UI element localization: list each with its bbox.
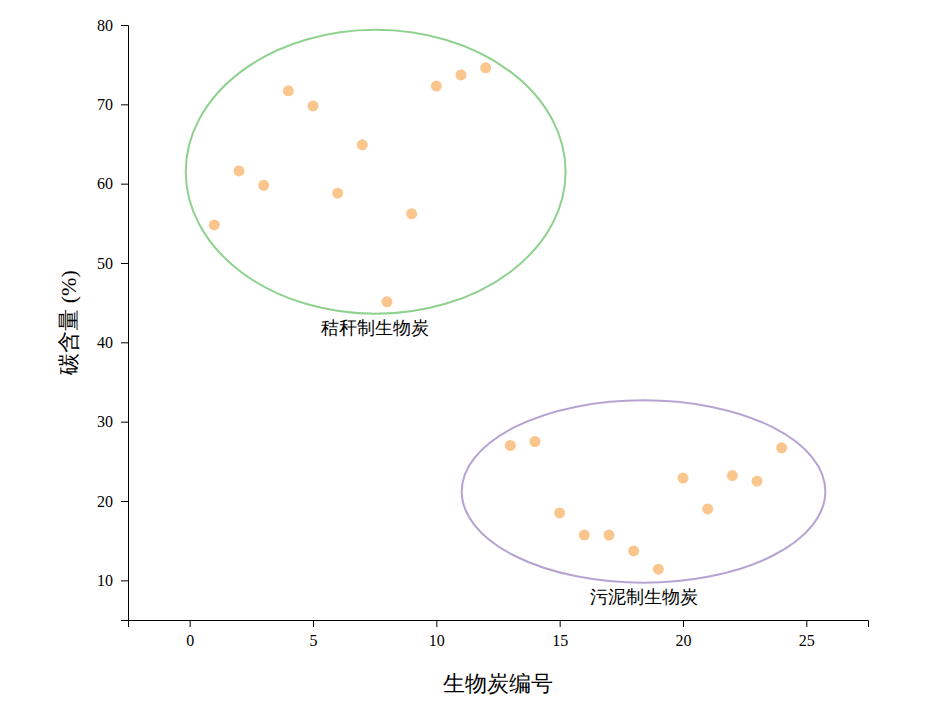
x-tick-label: 15 [552, 632, 568, 649]
y-tick: 50 [97, 255, 128, 272]
x-tick-label: 0 [186, 632, 194, 649]
y-axis-line [121, 26, 129, 621]
point [406, 208, 417, 219]
y-tick-mark [121, 342, 128, 343]
point [702, 503, 713, 514]
annotation-label: 污泥制生物炭 [590, 587, 698, 607]
y-tick-mark [121, 104, 128, 105]
y-tick-label: 60 [97, 175, 113, 192]
x-tick-mark [436, 620, 437, 627]
y-tick: 30 [97, 413, 128, 430]
y-axis: 10 20 30 40 50 60 70 80 [97, 17, 129, 621]
y-tick-label: 20 [97, 493, 113, 510]
group-ellipse [186, 30, 566, 314]
y-tick: 60 [97, 175, 128, 192]
point [505, 440, 516, 451]
point [357, 139, 368, 150]
points [209, 62, 787, 574]
point [554, 507, 565, 518]
y-tick: 20 [97, 493, 128, 510]
y-tick-label: 70 [97, 96, 113, 113]
point [382, 296, 393, 307]
y-tick-mark [121, 422, 128, 423]
point [727, 470, 738, 481]
annotations [186, 30, 826, 583]
x-tick: 25 [799, 620, 815, 649]
x-tick-label: 25 [799, 632, 815, 649]
point [579, 530, 590, 541]
y-tick-mark [121, 25, 128, 26]
point [752, 476, 763, 487]
point [258, 180, 269, 191]
x-tick-label: 20 [676, 632, 692, 649]
y-tick-mark [121, 501, 128, 502]
point [480, 62, 491, 73]
plot: 0 5 10 15 20 25 10 20 30 40 50 60 70 80 秸秆制生物炭污泥制生物炭 [97, 17, 869, 650]
y-tick-label: 40 [97, 334, 113, 351]
x-tick-mark [313, 620, 314, 627]
point [678, 472, 689, 483]
y-tick: 10 [97, 572, 128, 589]
x-tick-label: 10 [429, 632, 445, 649]
x-tick-mark [683, 620, 684, 627]
y-tick-label: 10 [97, 572, 113, 589]
y-tick-label: 80 [97, 17, 113, 34]
y-tick: 80 [97, 17, 128, 34]
point [209, 219, 220, 230]
x-tick: 15 [552, 620, 568, 649]
x-axis: 0 5 10 15 20 25 [129, 620, 869, 649]
point [308, 100, 319, 111]
x-tick-mark [806, 620, 807, 627]
y-tick-mark [121, 580, 128, 581]
point [653, 564, 664, 575]
point [234, 165, 245, 176]
x-tick: 20 [676, 620, 692, 649]
annotation-label: 秸秆制生物炭 [321, 318, 429, 338]
point [628, 545, 639, 556]
x-tick: 0 [186, 620, 194, 649]
group-ellipse [462, 400, 826, 582]
y-tick-label: 30 [97, 413, 113, 430]
x-tick-label: 5 [310, 632, 318, 649]
y-tick-mark [121, 263, 128, 264]
x-tick: 10 [429, 620, 445, 649]
chart: 0 5 10 15 20 25 10 20 30 40 50 60 70 80 秸秆制生物炭污泥制生物炭生物… [0, 0, 925, 709]
x-axis-line [129, 621, 869, 628]
point [431, 81, 442, 92]
point [530, 436, 541, 447]
x-tick: 5 [310, 620, 318, 649]
point [332, 188, 343, 199]
y-tick-label: 50 [97, 255, 113, 272]
point [283, 85, 294, 96]
x-tick-mark [560, 620, 561, 627]
y-tick: 70 [97, 96, 128, 113]
point [604, 530, 615, 541]
point [456, 69, 467, 80]
x-axis-title: 生物炭编号 [443, 671, 553, 696]
point [776, 442, 787, 453]
x-tick-mark [190, 620, 191, 627]
y-tick: 40 [97, 334, 128, 351]
y-tick-mark [121, 184, 128, 185]
y-axis-title: 碳含量 (%) [56, 270, 81, 375]
